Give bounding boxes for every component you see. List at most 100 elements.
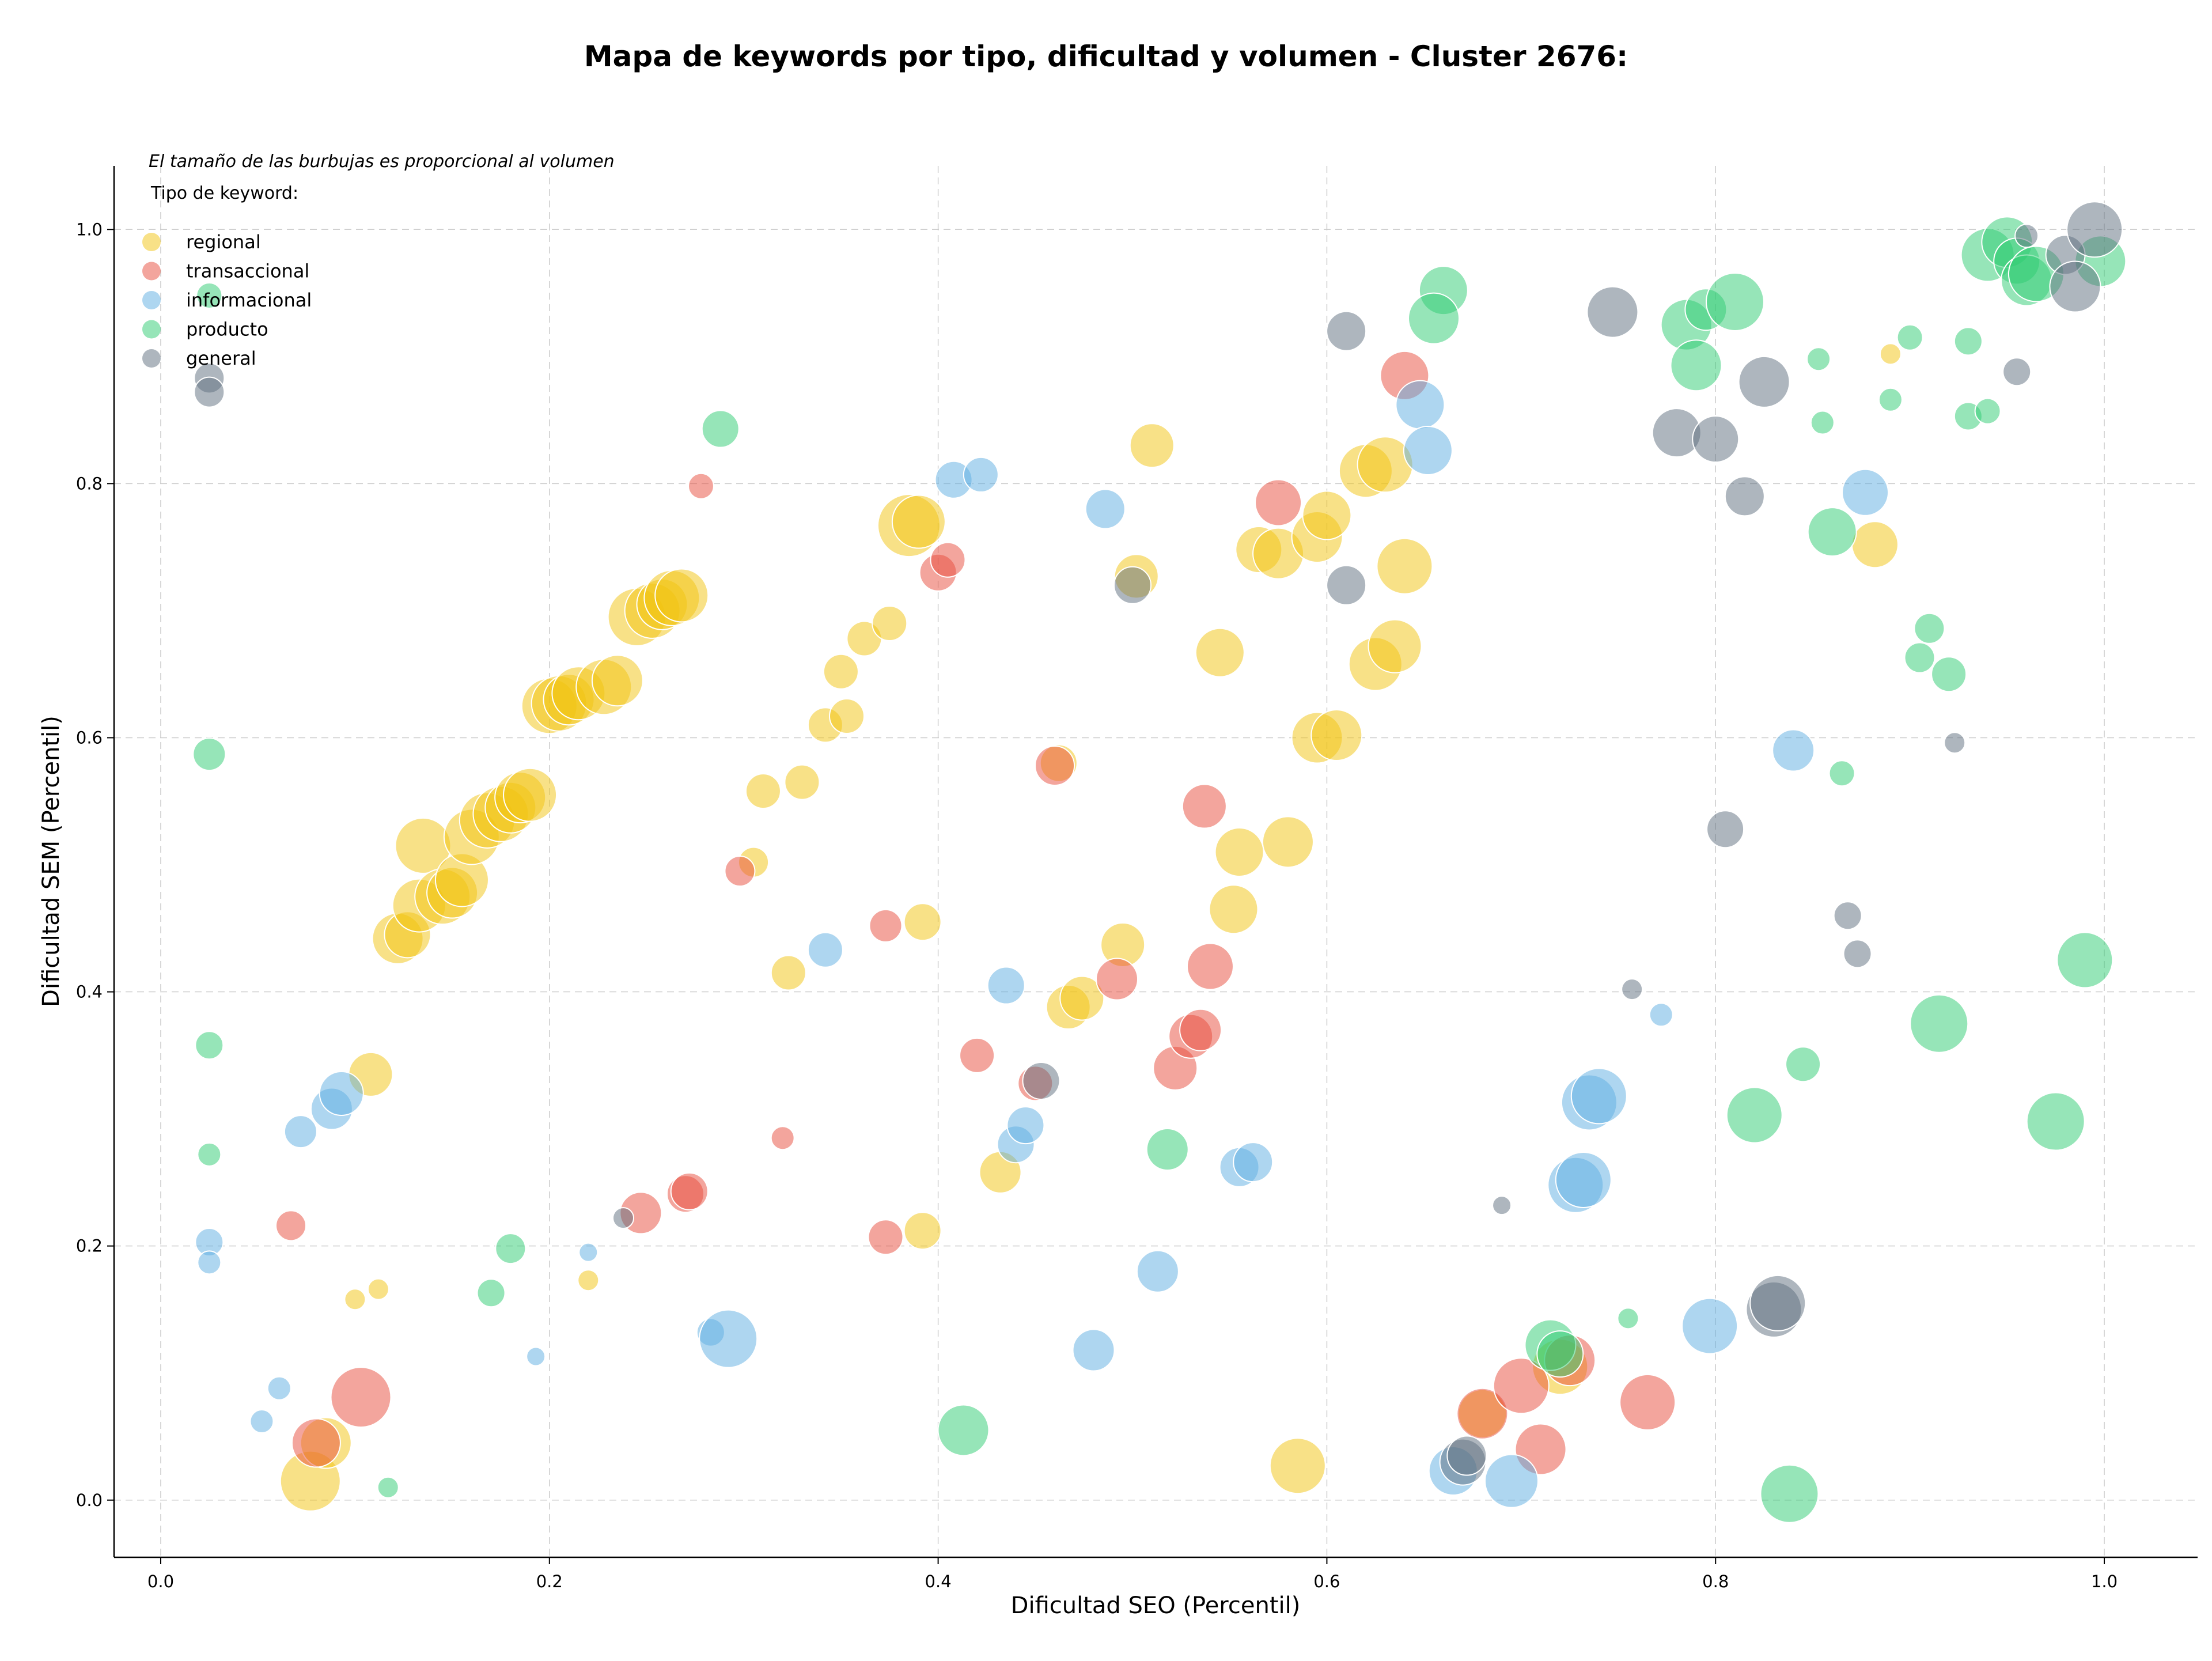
legend-marker-general (142, 349, 161, 368)
bubbles (192, 201, 2127, 1523)
bubble-general (1738, 355, 1790, 408)
bubble-regional (745, 773, 781, 809)
bubble-regional (367, 1278, 389, 1300)
legend: regional transaccional informacional produc… (142, 231, 312, 369)
bubble-transaccional (869, 909, 903, 943)
bubble-transaccional (1179, 1008, 1222, 1051)
legend-label-transaccional: transaccional (186, 260, 309, 282)
bubble-general (1446, 1435, 1487, 1476)
x-tick-label: 0.6 (1313, 1572, 1340, 1591)
series-producto (192, 216, 2127, 1523)
bubble-producto (1953, 327, 1983, 356)
bubble-producto (1810, 410, 1835, 435)
bubble-regional (1262, 816, 1314, 868)
bubble-producto (192, 737, 226, 771)
bubble-producto (1904, 642, 1936, 674)
bubble-general (1586, 286, 1639, 338)
bubble-regional (1368, 619, 1422, 674)
bubble-regional (1129, 423, 1175, 468)
bubble-producto (495, 1233, 527, 1265)
x-tick-label: 0.2 (536, 1572, 563, 1591)
bubble-general (612, 1207, 635, 1229)
bubble-transaccional (670, 1172, 709, 1210)
bubble-informacional (1395, 380, 1445, 430)
chart-title: Mapa de keywords por tipo, dificultad y … (584, 40, 1628, 73)
legend-marker-informacional (142, 291, 161, 309)
bubble-producto (1617, 1307, 1639, 1330)
series-informacional (195, 380, 1889, 1508)
bubble-producto (2026, 1092, 2085, 1151)
bubble-informacional (1484, 1454, 1539, 1508)
bubble-general (2014, 224, 2039, 248)
bubble-informacional (283, 1115, 317, 1149)
bubble-producto (1910, 994, 1969, 1053)
y-tick-label: 0.6 (76, 728, 103, 747)
bubble-regional (503, 767, 558, 822)
bubble-regional (654, 568, 709, 623)
bubble-producto (1807, 507, 1857, 557)
bubble-general (1326, 565, 1367, 606)
bubble-general (1492, 1195, 1512, 1216)
bubble-producto (701, 410, 740, 448)
bubble-regional (891, 494, 946, 549)
bubble-producto (1407, 292, 1460, 345)
bubble-producto (377, 1476, 399, 1499)
bubble-informacional (1681, 1297, 1738, 1354)
bubble-regional (591, 654, 643, 707)
bubble-transaccional (1456, 1387, 1509, 1440)
bubble-regional (903, 903, 942, 941)
bubble-producto (476, 1278, 506, 1308)
bubble-informacional (963, 456, 999, 493)
bubble-general (1022, 1061, 1060, 1100)
bubble-regional (1269, 1437, 1326, 1494)
bubble-general (1944, 732, 1966, 754)
bubble-informacional (526, 1346, 546, 1367)
bubble-transaccional (1619, 1374, 1676, 1431)
bubble-informacional (699, 1309, 758, 1368)
bubble-transaccional (959, 1037, 995, 1073)
bubble-informacional (1136, 1250, 1179, 1293)
bubble-informacional (1842, 468, 1889, 516)
y-tick-label: 1.0 (76, 220, 103, 239)
bubble-transaccional (1493, 1357, 1550, 1414)
y-tick-label: 0.4 (76, 982, 103, 1002)
bubble-general (2049, 260, 2101, 313)
y-ticks: 0.0 0.2 0.4 0.6 0.8 1.0 (76, 220, 114, 1510)
bubble-informacional (197, 1250, 222, 1275)
bubble-informacional (1772, 729, 1815, 772)
bubble-transaccional (275, 1210, 307, 1242)
x-ticks: 0.0 0.2 0.4 0.6 0.8 1.0 (147, 1557, 2118, 1591)
bubble-informacional (1403, 426, 1453, 476)
bubble-transaccional (1186, 943, 1234, 990)
x-tick-label: 1.0 (2091, 1572, 2118, 1591)
bubble-transaccional (1255, 479, 1302, 527)
bubble-producto (1914, 612, 1945, 644)
x-tick-label: 0.8 (1702, 1572, 1729, 1591)
bubble-regional (1302, 490, 1352, 540)
bubble-producto (1931, 656, 1967, 693)
bubble-general (194, 376, 225, 408)
x-tick-label: 0.4 (925, 1572, 952, 1591)
bubble-general (1706, 810, 1745, 849)
bubble-transaccional (770, 1126, 795, 1151)
bubble-regional (903, 1212, 942, 1250)
bubble-transaccional (1096, 958, 1139, 1001)
bubble-regional (1214, 827, 1264, 877)
bubble-regional (1209, 884, 1259, 934)
bubble-informacional (1649, 1002, 1673, 1027)
bubble-regional (344, 1288, 366, 1311)
legend-marker-regional (142, 233, 161, 251)
bubble-producto (1760, 1464, 1819, 1523)
bubble-transaccional (1035, 745, 1075, 786)
bubble-informacional (987, 966, 1025, 1005)
y-tick-label: 0.0 (76, 1490, 103, 1510)
legend-label-informacional: informacional (186, 289, 312, 311)
bubble-producto (197, 1142, 222, 1167)
bubble-general (1749, 1274, 1806, 1331)
bubble-regional (1059, 975, 1105, 1021)
bubble-informacional (267, 1376, 291, 1401)
grid-lines (114, 166, 2198, 1557)
bubble-informacional (807, 932, 843, 968)
bubble-size-note: El tamaño de las burbujas es proporciona… (149, 152, 615, 172)
